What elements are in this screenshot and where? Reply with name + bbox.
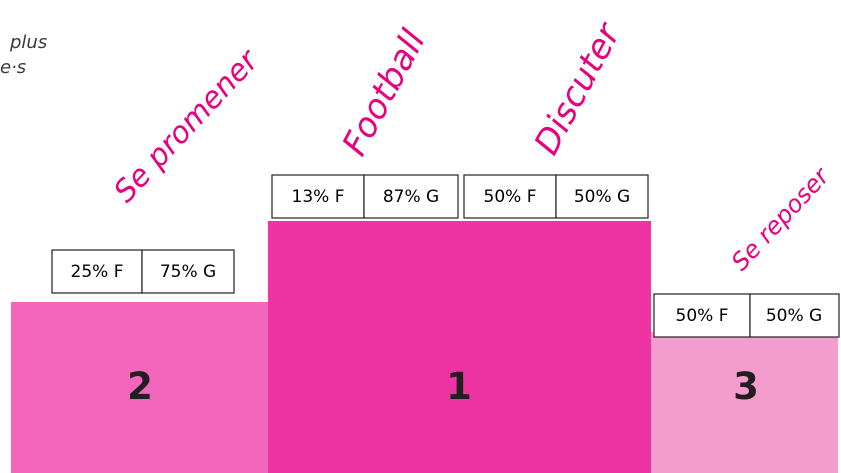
share-3-male: 50% G [766, 306, 822, 326]
share-box-1b-male [555, 174, 649, 219]
title-line-2: e·s [0, 57, 27, 78]
title-line-1: plus [10, 32, 48, 53]
activity-label-football: Football [335, 23, 434, 162]
share-box-1-male [363, 174, 459, 219]
podium-bar-1 [268, 221, 651, 473]
share-1-female: 13% F [292, 187, 345, 207]
share-2-male: 75% G [160, 262, 216, 282]
share-2-female: 25% F [71, 262, 124, 282]
podium-bar-2 [11, 302, 268, 473]
rank-label-1: 1 [446, 365, 472, 408]
rank-label-3: 3 [733, 365, 759, 408]
share-1b-female: 50% F [484, 187, 537, 207]
share-box-1-female [271, 174, 365, 219]
share-1-male: 87% G [383, 187, 439, 207]
share-3-female: 50% F [676, 306, 729, 326]
share-box-2-female [51, 249, 143, 294]
rank-label-2: 2 [127, 365, 153, 408]
chart-title-fragment: plus e·s [0, 30, 70, 80]
activity-label-se-promener: Se promener [107, 42, 266, 209]
activity-label-discuter: Discuter [527, 15, 630, 161]
activity-label-se-reposer: Se reposer [726, 161, 836, 276]
share-box-3-male [749, 293, 840, 338]
podium-bar-3 [651, 332, 838, 473]
share-box-1b-female [463, 174, 557, 219]
share-1b-male: 50% G [574, 187, 630, 207]
share-box-2-male [141, 249, 235, 294]
